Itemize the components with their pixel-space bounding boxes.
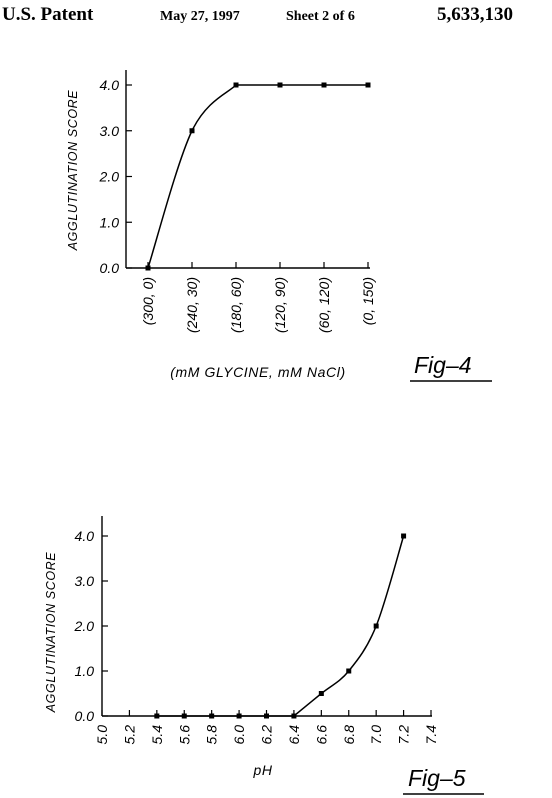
figure-5-chart: 0.0 1.0 2.0 3.0 4.0 5.0 5.2 5.4 5.6 5.8 6.0 6.2 6.4 6… [44, 516, 484, 795]
fig5-x-tick-label-1: 5.2 [121, 725, 137, 745]
fig5-x-tick-label-12: 7.4 [423, 725, 439, 745]
fig4-y-tick-label-3: 3.0 [100, 123, 120, 139]
fig5-x-axis-label: pH [252, 762, 272, 778]
fig5-y-axis-label: AGGLUTINATION SCORE [44, 552, 58, 714]
fig4-series-line [147, 84, 368, 269]
fig5-point-7 [346, 668, 352, 674]
figure-4-chart: 0.0 1.0 2.0 3.0 4.0 (300, 0) (240, 30) (180, 60… [66, 70, 492, 382]
fig4-x-tick-label-5: (0, 150) [360, 277, 376, 325]
fig5-point-1 [181, 713, 187, 719]
fig5-series-line [156, 535, 405, 717]
fig4-x-tick-label-4: (60, 120) [316, 277, 332, 333]
fig5-point-3 [236, 713, 242, 719]
fig4-x-tick-label-3: (120, 90) [272, 277, 288, 333]
fig5-y-tick-label-4: 4.0 [75, 528, 95, 544]
fig5-x-tick-label-2: 5.4 [149, 725, 165, 745]
fig5-x-tick-label-3: 5.6 [176, 725, 192, 745]
fig5-x-tick-label-4: 5.8 [204, 725, 220, 745]
fig4-y-tick-label-0: 0.0 [100, 260, 120, 276]
fig5-x-tick-label-11: 7.2 [396, 725, 412, 745]
fig5-x-tick-label-0: 5.0 [94, 725, 110, 745]
fig5-point-6 [318, 691, 324, 696]
fig5-y-tick-label-3: 3.0 [75, 573, 95, 589]
fig5-point-9 [401, 533, 407, 539]
fig5-y-tick-label-1: 1.0 [75, 663, 95, 679]
fig4-y-axis-label: AGGLUTINATION SCORE [66, 90, 80, 252]
fig5-x-tick-label-9: 6.8 [341, 725, 357, 745]
fig5-x-tick-label-10: 7.0 [368, 725, 384, 745]
fig4-y-tick-label-1: 1.0 [100, 214, 120, 230]
fig4-y-tick-label-2: 2.0 [99, 169, 120, 185]
patent-label: U.S. Patent [2, 4, 94, 25]
fig4-x-tick-label-0: (300, 0) [140, 277, 156, 325]
fig4-x-tick-label-1: (240, 30) [184, 277, 200, 333]
fig4-x-axis-label: (mM GLYCINE, mM NaCl) [170, 364, 345, 380]
fig5-x-tick-label-7: 6.4 [286, 725, 302, 745]
fig5-point-5 [291, 713, 297, 719]
fig4-point-0 [145, 265, 151, 271]
fig5-x-tick-label-5: 6.0 [231, 725, 247, 745]
fig5-point-8 [373, 623, 379, 629]
fig4-label: Fig–4 [414, 352, 472, 378]
fig4-x-tick-label-2: (180, 60) [228, 277, 244, 333]
fig4-point-1 [189, 128, 195, 134]
fig5-x-tick-label-8: 6.6 [313, 725, 329, 745]
fig5-point-0 [154, 713, 160, 719]
fig5-label: Fig–5 [408, 765, 466, 791]
patent-date: May 27, 1997 [160, 9, 240, 24]
patent-number: 5,633,130 [437, 4, 513, 25]
fig4-point-3 [277, 82, 283, 88]
sheet-number: Sheet 2 of 6 [286, 9, 355, 24]
fig4-point-2 [233, 82, 239, 88]
fig5-x-tick-label-6: 6.2 [259, 725, 275, 745]
fig5-point-4 [264, 713, 269, 719]
fig5-y-tick-label-0: 0.0 [75, 708, 95, 724]
fig4-y-tick-label-4: 4.0 [100, 77, 120, 93]
fig5-point-2 [209, 713, 215, 719]
fig5-y-tick-label-2: 2.0 [74, 618, 95, 634]
fig4-point-4 [321, 82, 327, 88]
fig4-point-5 [365, 82, 371, 88]
